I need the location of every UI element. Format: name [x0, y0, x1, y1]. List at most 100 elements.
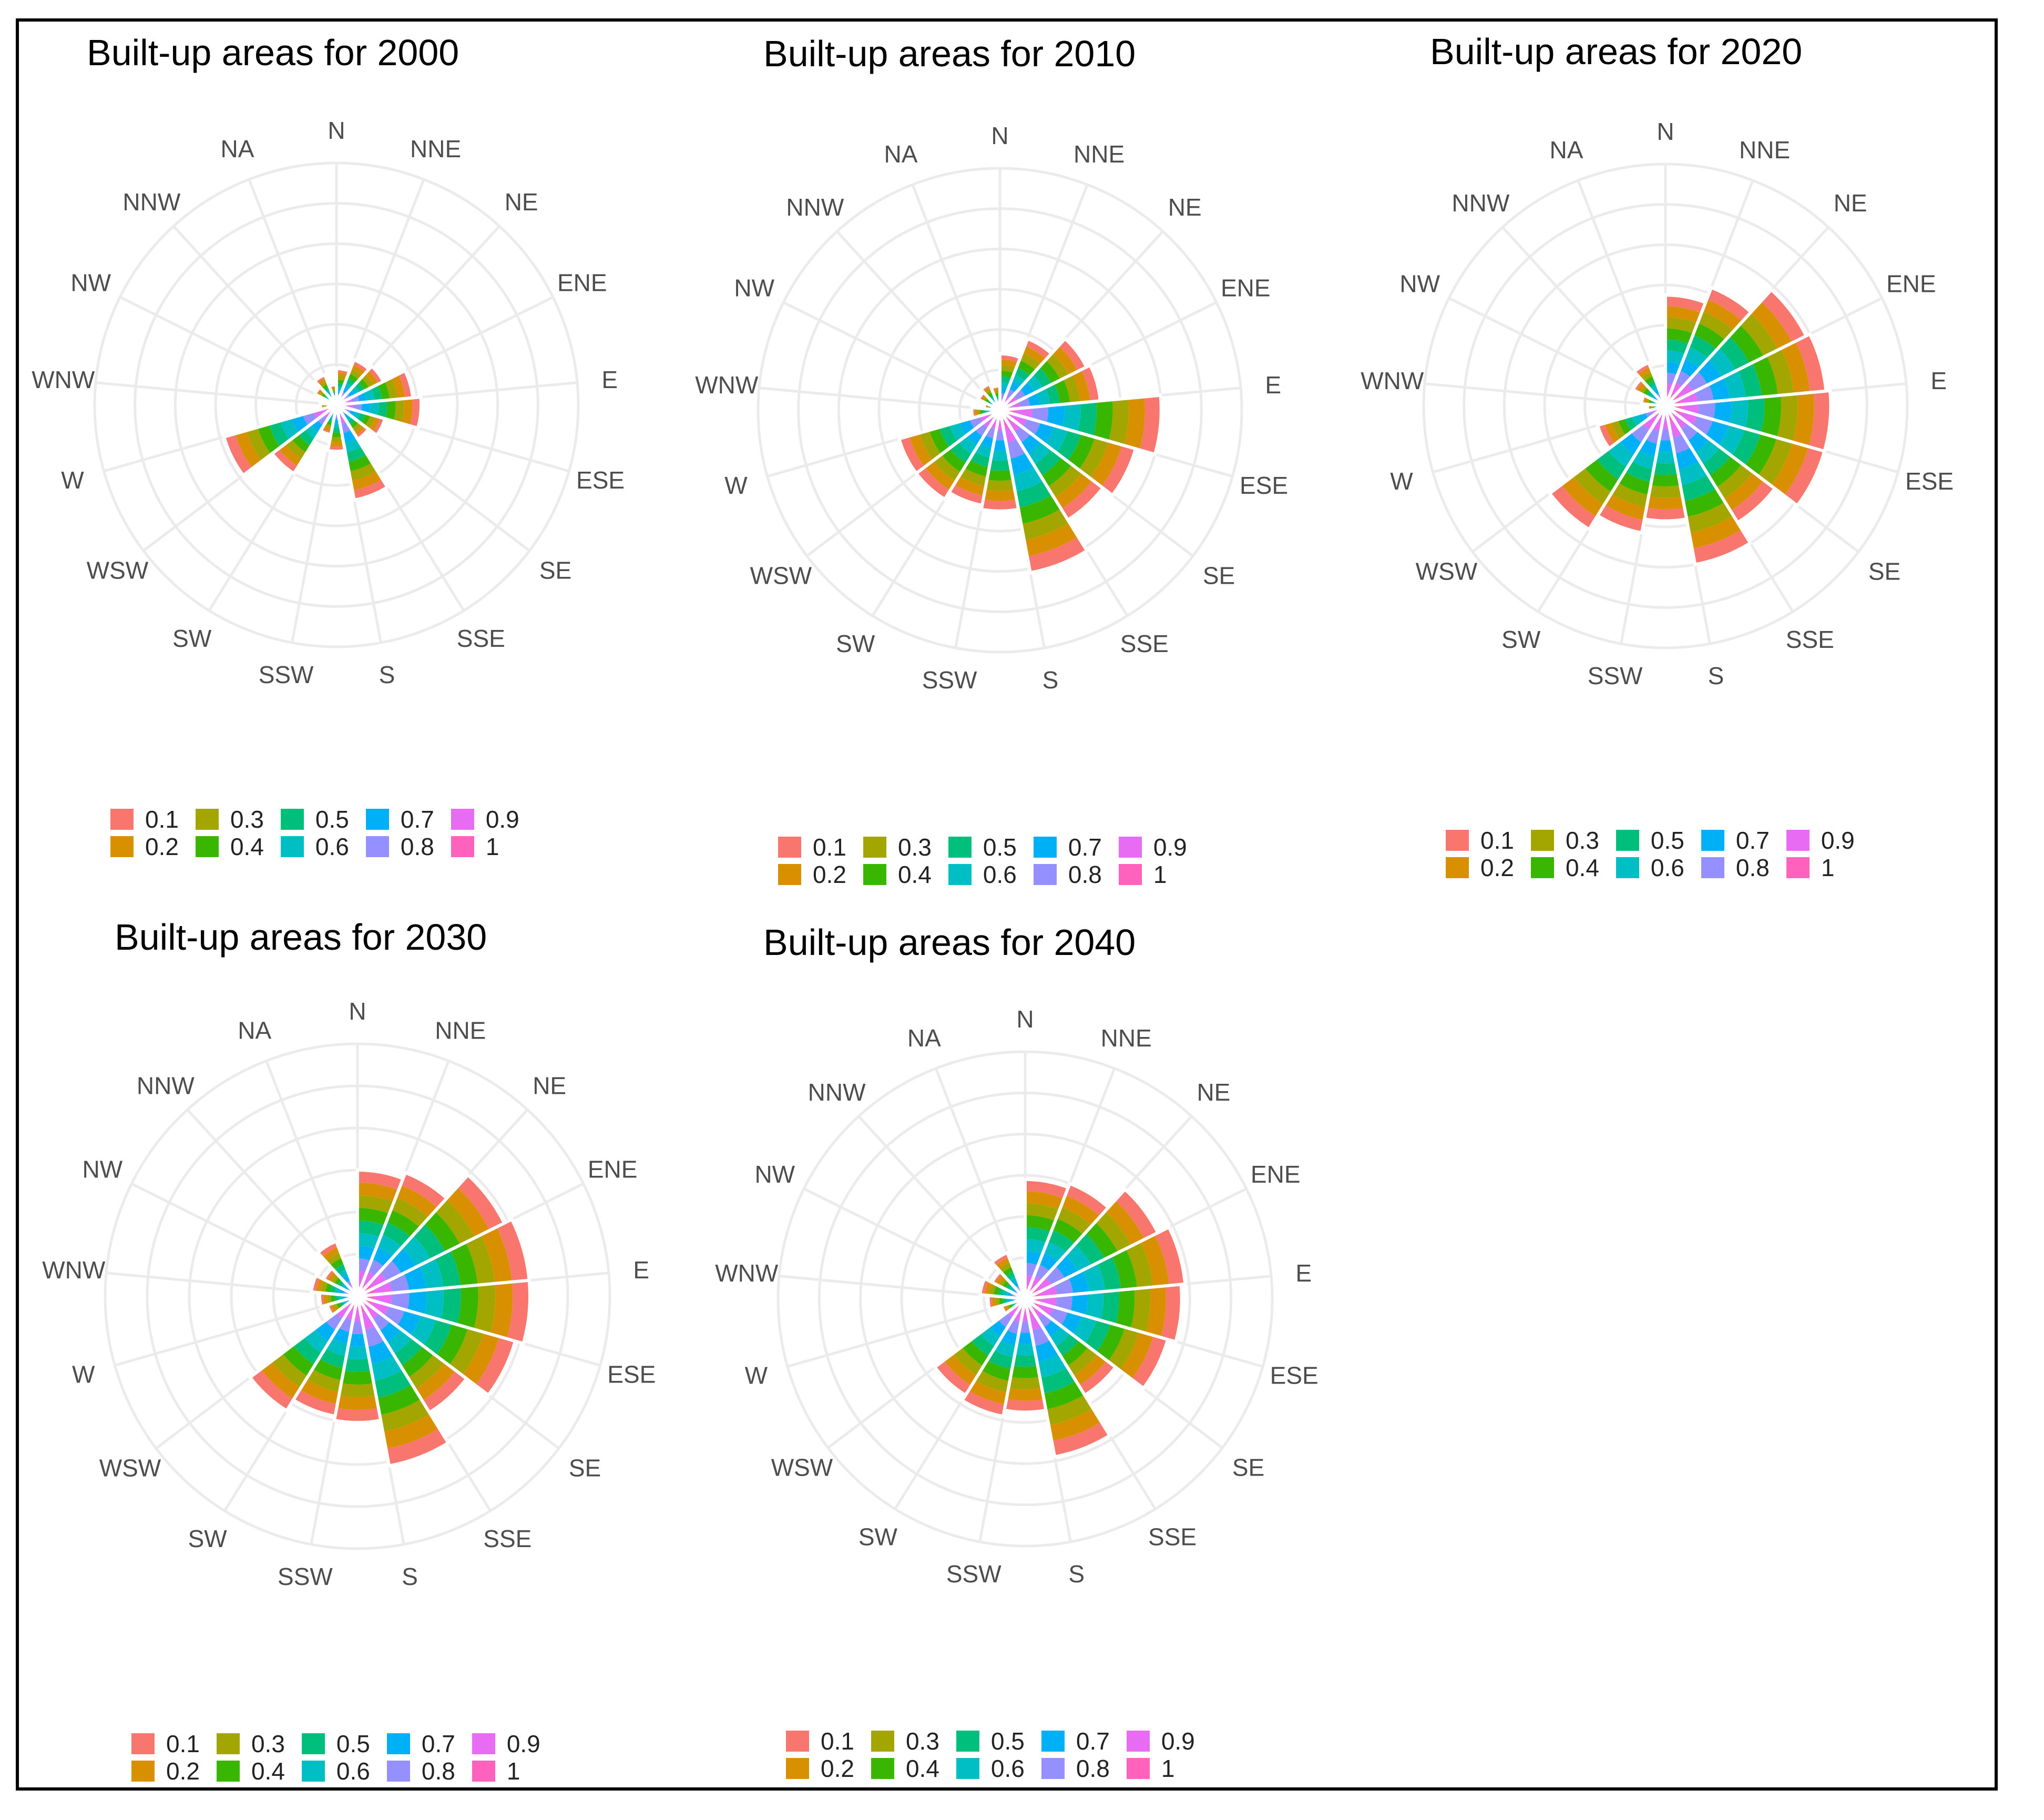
chart-title: Built-up areas for 2020: [1430, 31, 1803, 72]
bar-segment: [246, 427, 271, 462]
bar-outline: [315, 1239, 359, 1298]
bar-sse: [335, 404, 390, 502]
bar-segment: [1022, 418, 1041, 436]
legend-label: 0.3: [905, 1727, 939, 1755]
bar-segment: [929, 427, 950, 455]
legend-item: 0.7: [1041, 1727, 1110, 1755]
bar-outline: [979, 410, 1020, 513]
legend-label: 0.8: [1076, 1755, 1110, 1782]
bar-segment: [298, 429, 315, 446]
bar-segment: [1681, 403, 1699, 415]
legend-item: 1: [1786, 854, 1855, 881]
bar-segment: [419, 1257, 444, 1290]
direction-label: NW: [754, 1161, 795, 1188]
direction-label: NW: [1399, 270, 1440, 297]
bar-segment: [1045, 425, 1068, 453]
direction-label: NE: [1834, 189, 1867, 217]
legend-label: 0.1: [145, 806, 179, 833]
legend-label: 0.4: [1565, 854, 1599, 881]
bar-outline: [1632, 360, 1667, 408]
bar-segment: [1693, 323, 1725, 350]
legend-swatch: [863, 837, 886, 858]
direction-label: ESE: [1270, 1362, 1319, 1389]
bar-wsw: [222, 403, 338, 478]
legend-swatch: [216, 1761, 240, 1782]
legend-swatch: [280, 836, 304, 857]
bar-segment: [1090, 441, 1122, 487]
bar-outline: [248, 1295, 359, 1413]
bar-segment: [293, 1389, 338, 1417]
grid-spoke: [119, 296, 338, 406]
bar-segment: [343, 1358, 372, 1372]
legend-item: 0.4: [195, 833, 264, 860]
bar-segment: [1131, 1335, 1168, 1388]
bar-segment: [1006, 438, 1026, 459]
direction-label: ENE: [1886, 270, 1936, 297]
legend-swatch: [948, 864, 972, 885]
bar-segment: [278, 443, 303, 467]
direction-label: W: [1390, 467, 1413, 495]
bar-segment: [1618, 418, 1632, 436]
legend-item: 0.9: [472, 1730, 540, 1757]
direction-label: E: [1265, 371, 1281, 399]
direction-label: S: [402, 1563, 418, 1590]
bar-segment: [1139, 395, 1161, 454]
bar-segment: [1618, 472, 1651, 495]
grid-spoke: [95, 381, 337, 406]
bar-segment: [1045, 383, 1060, 406]
legend-item: 0.9: [451, 806, 519, 833]
bar-segment: [1008, 1377, 1042, 1390]
bar-segment: [1025, 1203, 1060, 1221]
direction-label: NNE: [410, 135, 461, 162]
bar-segment: [1035, 1277, 1052, 1293]
legend-swatch: [1446, 830, 1469, 851]
bar-segment: [370, 1355, 403, 1381]
bar-segment: [1082, 1263, 1106, 1293]
direction-label: WSW: [87, 557, 149, 584]
bar-segment: [1665, 328, 1694, 344]
legend-swatch: [778, 837, 801, 858]
bar-ne: [1024, 1187, 1160, 1300]
grid-spoke: [114, 1295, 358, 1367]
legend-item: 0.3: [871, 1727, 939, 1755]
legend-label: 0.5: [315, 806, 349, 833]
bar-segment: [1730, 480, 1775, 523]
legend-item: 0.7: [365, 806, 434, 833]
legend-label: 0.6: [315, 833, 349, 860]
direction-labels: N NNE NE ENE E ESE SE SSE S SSW SW WSW W WNW NW NNW NA: [42, 998, 656, 1590]
bar-segment: [1111, 1248, 1137, 1290]
direction-label: N: [328, 117, 345, 144]
bar-segment: [401, 1346, 434, 1378]
bar-segment: [1031, 1326, 1051, 1347]
legend-label: 0.5: [983, 833, 1017, 861]
legend-swatch: [1530, 830, 1554, 851]
bar-segment: [345, 446, 367, 462]
bar-segment: [984, 1280, 993, 1296]
bar-segment: [496, 1219, 529, 1282]
bar-segment: [383, 1305, 405, 1326]
bar-outline: [326, 404, 347, 453]
bar-segment: [1092, 400, 1113, 441]
legend-label: 0.8: [1068, 861, 1102, 888]
bar-segment: [1075, 1233, 1105, 1266]
legend-swatch: [386, 1761, 410, 1782]
bar-segment: [1054, 379, 1070, 405]
legend-item: 0.9: [1126, 1727, 1195, 1755]
direction-label: NA: [884, 140, 917, 168]
bars: [932, 1177, 1187, 1459]
legend-swatch: [1041, 1758, 1065, 1779]
legend: 0.1 0.2 0.3 0.4 0.5 0.6 0.7 0.8 0.9 1: [131, 1730, 540, 1785]
grid-spoke: [911, 184, 1001, 411]
bar-segment: [1000, 376, 1013, 384]
direction-label: NNW: [122, 188, 180, 216]
legend-swatch: [110, 836, 134, 857]
bar-segment: [424, 1211, 461, 1253]
bar-segment: [1611, 419, 1627, 440]
bar-outline: [356, 1295, 517, 1398]
bar-segment: [1729, 398, 1749, 429]
bar-segment: [1051, 1421, 1110, 1457]
bar-segment: [1120, 1331, 1154, 1379]
bar-segment: [1010, 1366, 1040, 1378]
